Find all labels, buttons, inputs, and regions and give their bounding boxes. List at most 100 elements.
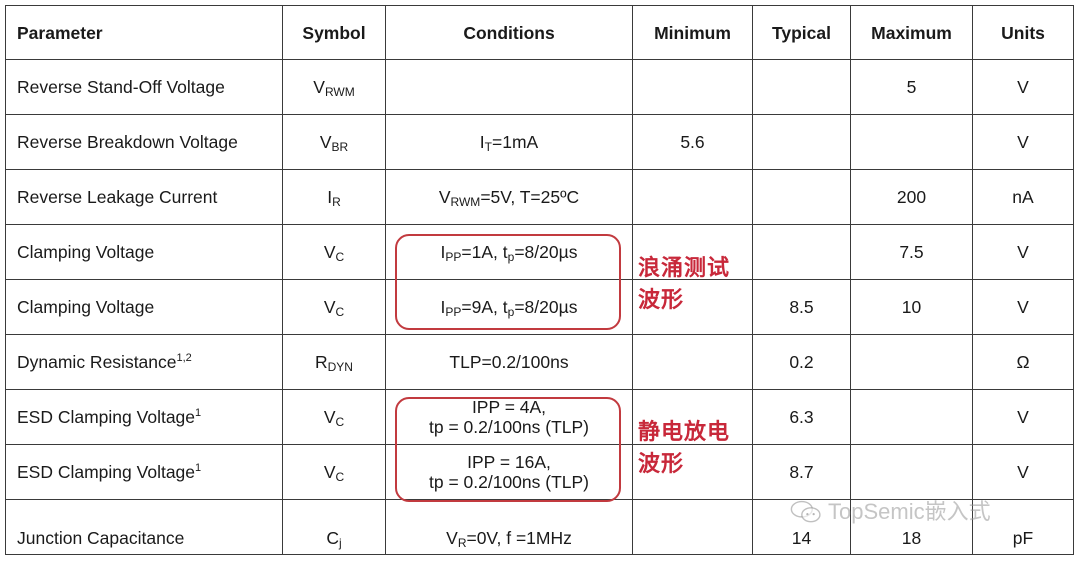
cell-max — [850, 114, 973, 170]
text-part: TLP=0.2/100ns — [449, 352, 569, 372]
cell-max: 18 — [850, 499, 973, 555]
surge-highlight-box — [395, 234, 621, 330]
esd-annotation: 静电放电 波形 — [638, 416, 730, 480]
cell-units: V — [972, 224, 1074, 280]
text-part: IPP = 4A, — [471, 397, 547, 417]
cell-parameter: Dynamic Resistance1,2 — [5, 334, 283, 390]
subscript: T — [484, 140, 492, 154]
table-row: Junction Capacitance Cj VR=0V, f =1MHz 14 18… — [5, 499, 1074, 555]
table-row: Clamping Voltage VC IPP=1A, tp=8/20µs 7.5 V — [5, 224, 1074, 280]
subscript: PP — [445, 250, 462, 264]
subscript: R — [332, 195, 341, 209]
superscript: 1 — [195, 462, 202, 474]
cell-symbol: VC — [282, 279, 386, 335]
esd-annotation-line: 静电放电 — [638, 419, 731, 445]
cell-typ — [752, 59, 851, 115]
text-part: V — [323, 462, 336, 482]
text-part: =9A, t — [461, 297, 508, 317]
text-part: V — [323, 297, 336, 317]
header-minimum: Minimum — [632, 5, 753, 60]
cell-min: 5.6 — [632, 114, 753, 170]
cell-max — [850, 444, 973, 500]
cell-units: V — [972, 279, 1074, 335]
text-part: V — [313, 77, 325, 97]
table-row: Reverse Breakdown Voltage VBR IT=1mA 5.6 V — [5, 114, 1074, 170]
cell-units: V — [972, 114, 1074, 170]
text-part: Reverse Leakage Current — [17, 187, 218, 207]
text-part: V — [319, 132, 332, 152]
cell-max: 5 — [850, 59, 973, 115]
surge-annotation-line: 波形 — [638, 287, 685, 313]
header-maximum: Maximum — [850, 5, 973, 60]
header-conditions: Conditions — [385, 5, 633, 60]
text-part: I — [440, 297, 446, 317]
cell-parameter: Clamping Voltage — [5, 279, 283, 335]
subscript: p — [507, 305, 515, 319]
cell-typ: 0.2 — [752, 334, 851, 390]
cell-symbol: VBR — [282, 114, 386, 170]
text-part: V — [323, 407, 336, 427]
subscript: PP — [445, 305, 462, 319]
cell-symbol: Cj — [282, 499, 386, 555]
subscript: j — [338, 536, 342, 550]
table-row: Dynamic Resistance1,2 RDYN TLP=0.2/100ns 0.… — [5, 334, 1074, 390]
header-units: Units — [972, 5, 1074, 60]
cell-max: 7.5 — [850, 224, 973, 280]
text-part: =8/20µs — [514, 242, 578, 262]
text-part: I — [327, 187, 333, 207]
cell-parameter: Reverse Breakdown Voltage — [5, 114, 283, 170]
wechat-icon — [790, 500, 821, 523]
text-part: IPP = 16A, — [467, 452, 551, 472]
cell-conditions: IPP = 16A, tp = 0.2/100ns (TLP) — [385, 444, 633, 500]
cell-symbol: VRWM — [282, 59, 386, 115]
text-part: Dynamic Resistance — [17, 352, 177, 372]
subscript: RWM — [324, 85, 355, 99]
text-part: ESD Clamping Voltage — [17, 407, 196, 427]
table-row: Reverse Stand-Off Voltage VRWM 5 V — [5, 59, 1074, 115]
cell-symbol: VC — [282, 389, 386, 445]
cell-max: 10 — [850, 279, 973, 335]
subscript: C — [335, 415, 345, 429]
superscript: 1,2 — [176, 352, 192, 364]
text-part: V — [323, 242, 336, 262]
table-row: Reverse Leakage Current IR VRWM=5V, T=25ºC… — [5, 169, 1074, 225]
cell-units: V — [972, 444, 1074, 500]
cell-parameter: Reverse Stand-Off Voltage — [5, 59, 283, 115]
text-part: Reverse Stand-Off Voltage — [17, 77, 225, 97]
cell-units: V — [972, 389, 1074, 445]
cell-min — [632, 169, 753, 225]
header-symbol: Symbol — [282, 5, 386, 60]
cell-typ — [752, 224, 851, 280]
header-typical: Typical — [752, 5, 851, 60]
cell-units: pF — [972, 499, 1074, 555]
cell-units: V — [972, 59, 1074, 115]
watermark: TopSemic嵌入式 — [790, 500, 991, 524]
cell-min — [632, 499, 753, 555]
cell-min — [632, 59, 753, 115]
text-part: =1mA — [492, 132, 539, 152]
table-row: ESD Clamping Voltage1 VC IPP = 16A, tp = 0.… — [5, 444, 1074, 500]
cell-parameter: ESD Clamping Voltage1 — [5, 444, 283, 500]
esd-highlight-box — [395, 397, 621, 502]
subscript: R — [457, 536, 467, 550]
text-part: C — [326, 528, 339, 548]
subscript: BR — [331, 140, 349, 154]
cell-typ: 8.5 — [752, 279, 851, 335]
superscript: 1 — [195, 407, 202, 419]
subscript: C — [335, 250, 345, 264]
cell-min — [632, 334, 753, 390]
cell-conditions: IPP=9A, tp=8/20µs — [385, 279, 633, 335]
cell-parameter: Junction Capacitance — [5, 499, 283, 555]
table-row: Clamping Voltage VC IPP=9A, tp=8/20µs 8.5 10… — [5, 279, 1074, 335]
cell-symbol: VC — [282, 444, 386, 500]
text-part: =5V, T=25ºC — [480, 187, 580, 207]
subscript: C — [335, 470, 345, 484]
text-part: V — [446, 528, 458, 548]
text-part: I — [440, 242, 446, 262]
cell-typ — [752, 169, 851, 225]
text-part: Junction Capacitance — [17, 528, 185, 548]
text-part: I — [479, 132, 485, 152]
header-parameter: Parameter — [5, 5, 283, 60]
text-part: =1A, t — [461, 242, 508, 262]
cell-max — [850, 334, 973, 390]
